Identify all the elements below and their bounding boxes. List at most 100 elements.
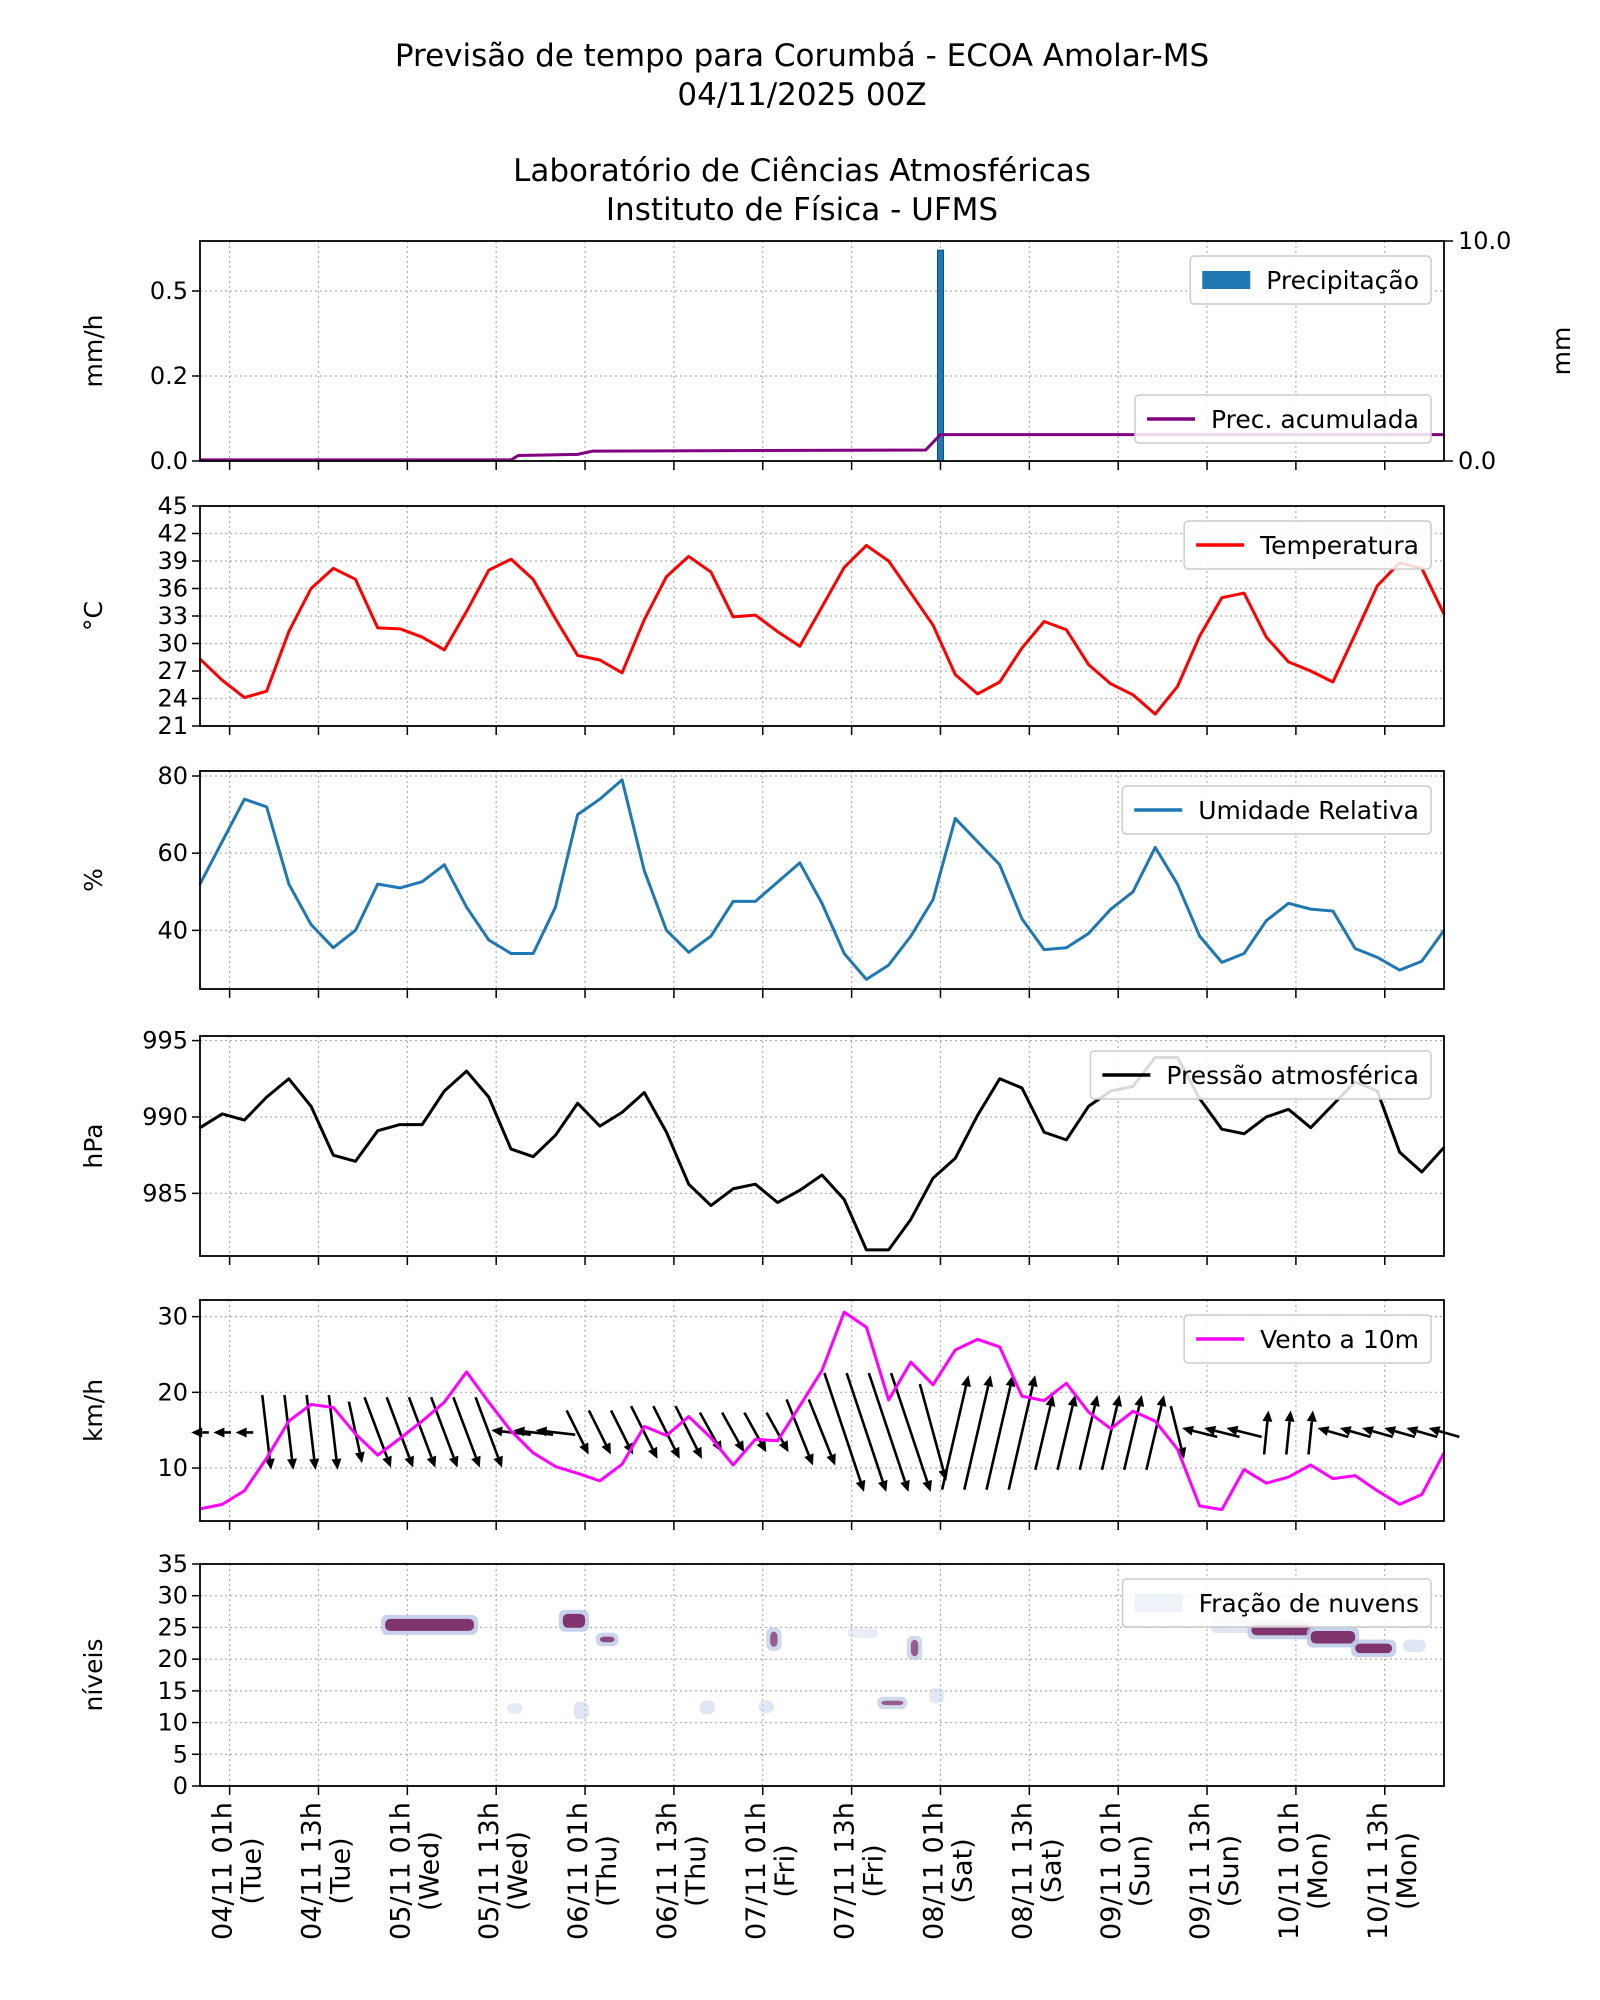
wind-arrow-head: [1204, 1425, 1217, 1436]
panel-clouds: 0 5 10 15 20 25 30 35 níveis Fração de nuvens: [79, 1550, 1445, 1800]
x-tick-day: (Wed): [503, 1831, 534, 1911]
wind-arrow-shaft: [918, 1383, 945, 1471]
wind-point: [576, 1472, 579, 1475]
wind-point: [1398, 1503, 1401, 1506]
wind-arrow: [1122, 1395, 1145, 1471]
wind-arrow-shaft: [1214, 1429, 1240, 1439]
humidity-point: [1398, 968, 1401, 972]
wind-arrow-shaft: [867, 1372, 907, 1482]
humidity-point: [1042, 948, 1046, 951]
y-tick-label: 0: [173, 1772, 188, 1800]
wind-arrow: [385, 1396, 414, 1468]
wind-arrow-shaft: [1372, 1429, 1394, 1439]
wind-arrow-shaft: [407, 1396, 433, 1458]
wind-arrow: [940, 1375, 971, 1490]
wind-arrow-head: [1339, 1426, 1352, 1436]
temperature-point: [243, 696, 246, 699]
legend-label: Pressão atmosférica: [1166, 1061, 1419, 1090]
wind-arrow: [1361, 1426, 1394, 1439]
pressure-point: [731, 1187, 735, 1190]
wind-arrow: [452, 1396, 481, 1468]
y-tick-label: 5: [173, 1740, 188, 1768]
panel-pressure: 985 990 995 hPa Pressão atmosférica: [79, 1027, 1446, 1265]
humidity-point: [376, 882, 379, 886]
temperature-point: [221, 678, 224, 682]
temperature-point: [1131, 693, 1135, 697]
x-tick-day: (Tue): [325, 1837, 356, 1904]
temperature-point: [887, 559, 890, 563]
temperature-point: [1020, 646, 1024, 650]
wind-point: [909, 1360, 913, 1364]
wind-arrow-shaft: [1394, 1429, 1416, 1439]
wind-point: [620, 1463, 624, 1466]
pressure-point: [1087, 1105, 1090, 1108]
temperature-point: [1220, 596, 1224, 599]
x-tick-day: (Mon): [1392, 1832, 1423, 1910]
legend: Pressão atmosférica: [1089, 1050, 1432, 1100]
pressure-point: [598, 1124, 602, 1128]
y-tick-label: 985: [142, 1179, 188, 1207]
humidity-point: [309, 923, 313, 926]
y-tick-label: 0.5: [150, 277, 188, 305]
wind-point: [1109, 1427, 1112, 1430]
cloud-patch: [381, 1614, 478, 1635]
temperature-point: [865, 544, 868, 547]
humidity-point: [576, 813, 579, 816]
wind-arrow-head: [491, 1426, 503, 1437]
pressure-point: [665, 1131, 668, 1134]
cloud-patch-halo: [1402, 1639, 1426, 1652]
wind-arrow-head: [756, 1440, 767, 1453]
pressure-point: [1309, 1126, 1312, 1129]
legend: Vento a 10m: [1183, 1314, 1432, 1364]
pressure-point: [1065, 1138, 1068, 1142]
humidity-point: [1198, 934, 1201, 938]
humidity-point: [1154, 846, 1157, 849]
temperature-point: [709, 570, 713, 574]
y-axis-label: níveis: [79, 1639, 108, 1712]
cloud-patch: [699, 1700, 715, 1715]
wind-arrow-head: [471, 1455, 481, 1468]
humidity-point: [1109, 907, 1112, 911]
wind-arrow-head: [493, 1455, 503, 1468]
humidity-point: [1420, 960, 1423, 963]
wind-arrow-shaft: [385, 1396, 411, 1458]
pressure-point: [1042, 1131, 1046, 1134]
wind-arrow-shaft: [674, 1405, 699, 1450]
legend-label: Umidade Relativa: [1198, 796, 1419, 825]
wind-arrow: [1317, 1426, 1349, 1439]
pressure-point: [443, 1089, 446, 1093]
humidity-point: [754, 900, 757, 903]
temperature-point: [1242, 591, 1246, 595]
pressure-point: [487, 1095, 490, 1099]
wind-arrow-shaft: [1192, 1429, 1218, 1439]
wind-arrow-shaft: [823, 1372, 862, 1482]
temperature-point: [1309, 669, 1312, 673]
temperature-point: [643, 618, 646, 621]
x-tick-day: (Thu): [681, 1835, 712, 1907]
x-tick-day: (Mon): [1303, 1832, 1334, 1910]
temperature-point: [1154, 712, 1157, 716]
y-tick-label: 42: [157, 520, 188, 548]
wind-point: [843, 1310, 846, 1314]
cloud-patch-halo: [507, 1703, 523, 1715]
pressure-point: [687, 1182, 690, 1186]
y-tick-label: 20: [157, 1645, 188, 1673]
legend-frame: [1189, 255, 1432, 305]
wind-point: [598, 1479, 602, 1483]
wind-point: [287, 1419, 291, 1423]
y-tick-label: 45: [157, 492, 188, 520]
cloud-patch-core: [385, 1618, 474, 1631]
y-tick-label: 995: [142, 1027, 188, 1055]
wind-arrow-shaft: [524, 1430, 554, 1436]
wind-arrow-shaft: [1327, 1429, 1349, 1439]
temperature-point: [1287, 660, 1290, 664]
temperature-point: [332, 567, 335, 570]
y-tick-label: 39: [157, 547, 188, 575]
wind-arrow-shaft: [283, 1394, 294, 1460]
panel-wind: 10 20 30 km/h Vento a 10m: [79, 1299, 1460, 1530]
temperature-point: [776, 630, 779, 633]
wind-point: [1265, 1481, 1268, 1485]
wind-arrow: [1406, 1426, 1438, 1439]
y-axis-label: km/h: [79, 1379, 108, 1442]
